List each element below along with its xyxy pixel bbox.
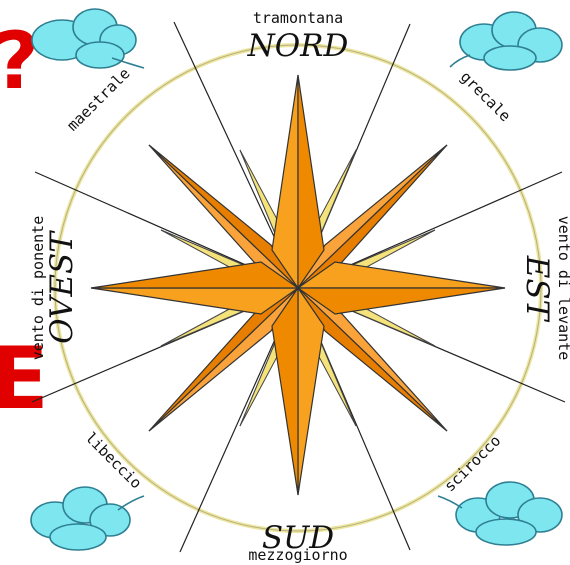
cloud-southeast [437,481,563,546]
wind-west-label: vento di ponente [29,216,47,361]
wind-southwest-label: libeccio [82,429,146,493]
cloud-southwest [30,486,145,551]
wind-northeast-label: grecale [457,68,514,125]
wind-northwest-label: maestrale [63,64,133,134]
cloud-northeast [449,11,563,71]
wind-south-label: mezzogiorno [248,546,347,564]
cardinal-north-label: NORD [247,28,349,64]
cardinal-east-label: EST [519,255,555,323]
cardinal-south-label: SUD [262,520,334,556]
red-edge-mark-middle: E [0,329,49,429]
red-edge-mark-top: ? [0,17,39,107]
cardinal-west-label: OVEST [44,230,80,344]
cloud-northwest [31,8,145,69]
diagonal-star [148,144,448,432]
cardinal-star [90,74,506,496]
wind-east-label: vento di levante [555,216,570,361]
outer-ring-edge [54,44,542,532]
wind-north-label: tramontana [253,9,343,27]
